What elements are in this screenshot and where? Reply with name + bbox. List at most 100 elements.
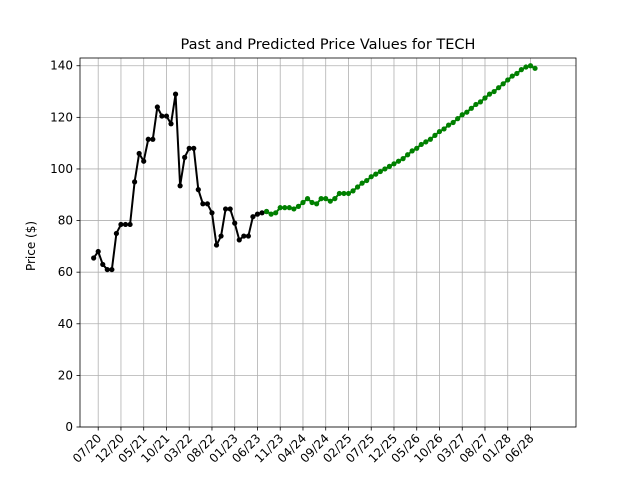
predicted-data-point — [373, 171, 379, 177]
past-data-point — [113, 230, 119, 237]
past-data-point — [186, 145, 192, 151]
predicted-data-point — [300, 199, 306, 206]
predicted-data-point — [486, 91, 493, 97]
predicted-data-point — [436, 128, 443, 135]
predicted-data-point — [309, 199, 315, 206]
predicted-data-point — [350, 188, 356, 194]
y-tick-label: 100 — [50, 162, 73, 176]
predicted-data-point — [391, 161, 397, 167]
predicted-data-point — [268, 211, 274, 217]
predicted-data-point — [291, 206, 297, 212]
past-data-point — [132, 179, 138, 185]
predicted-data-point — [405, 152, 411, 158]
predicted-data-point — [441, 126, 447, 132]
predicted-data-point — [464, 109, 470, 115]
past-data-point — [159, 113, 165, 119]
series-layer — [91, 63, 538, 273]
past-data-point — [118, 221, 124, 228]
predicted-data-point — [527, 63, 534, 69]
past-data-point — [154, 104, 160, 110]
predicted-data-point — [263, 208, 270, 215]
predicted-data-point — [314, 201, 320, 207]
past-data-point — [232, 220, 238, 226]
predicted-data-point — [286, 205, 292, 211]
predicted-data-point — [509, 73, 515, 79]
predicted-data-point — [418, 141, 424, 148]
predicted-data-point — [327, 198, 333, 204]
predicted-data-point — [377, 168, 383, 175]
predicted-data-point — [482, 95, 488, 101]
predicted-data-point — [382, 166, 388, 172]
past-data-point — [204, 201, 211, 207]
past-data-point — [104, 266, 110, 273]
past-data-point — [245, 233, 251, 239]
grid — [80, 58, 576, 428]
plot-frame — [79, 57, 577, 428]
predicted-data-point — [423, 139, 429, 145]
predicted-data-point — [304, 196, 311, 202]
predicted-data-point — [400, 156, 406, 162]
predicted-data-point — [450, 119, 456, 126]
predicted-data-point — [336, 190, 342, 197]
past-data-point — [182, 154, 188, 160]
predicted-data-point — [500, 81, 506, 87]
y-tick-label: 40 — [58, 317, 73, 331]
predicted-data-point — [386, 163, 393, 169]
chart-title: Past and Predicted Price Values for TECH — [181, 37, 476, 53]
y-tick-label: 0 — [65, 420, 73, 434]
past-data-point — [168, 121, 174, 127]
predicted-data-point — [368, 174, 374, 180]
past-data-point — [163, 113, 170, 119]
predicted-data-point — [354, 184, 361, 190]
predicted-data-point — [427, 136, 433, 142]
predicted-data-point — [341, 190, 347, 197]
past-data-point — [127, 221, 133, 228]
predicted-data-point — [518, 67, 524, 73]
past-data-point — [141, 158, 147, 164]
past-data-point — [241, 233, 247, 239]
y-tick-label: 60 — [58, 265, 73, 279]
past-data-point — [213, 242, 220, 248]
past-data-point — [254, 211, 261, 217]
past-data-point — [236, 237, 242, 243]
predicted-data-point — [273, 210, 279, 216]
past-data-point — [259, 210, 265, 216]
past-data-point — [195, 187, 201, 193]
y-tick-label: 20 — [58, 368, 73, 382]
predicted-data-point — [505, 77, 511, 83]
predicted-data-point — [459, 112, 465, 118]
y-tick-label: 80 — [58, 214, 73, 228]
past-data-point — [227, 206, 233, 212]
predicted-data-point — [445, 122, 452, 128]
predicted-data-point — [323, 196, 329, 202]
predicted-data-point — [491, 88, 497, 95]
predicted-data-point — [532, 65, 538, 71]
past-data-point — [250, 214, 256, 220]
predicted-data-point — [345, 190, 352, 197]
predicted-data-point — [282, 205, 288, 211]
predicted-data-point — [514, 70, 520, 77]
predicted-data-point — [364, 177, 370, 184]
predicted-data-point — [277, 205, 283, 211]
past-data-point — [136, 150, 142, 157]
predicted-data-point — [432, 132, 438, 139]
past-data-point — [191, 145, 197, 151]
past-data-point — [177, 183, 183, 189]
predicted-data-point — [473, 101, 479, 108]
predicted-data-point — [359, 180, 365, 186]
past-data-point — [122, 221, 129, 228]
past-data-point — [200, 201, 206, 207]
past-data-point — [100, 261, 106, 268]
predicted-data-point — [523, 64, 529, 70]
y-tick-label: 120 — [50, 110, 73, 124]
predicted-data-point — [468, 105, 474, 111]
predicted-data-point — [332, 196, 338, 202]
past-data-point — [223, 206, 229, 212]
past-data-point — [209, 210, 215, 216]
predicted-data-point — [395, 158, 402, 164]
predicted-data-point — [455, 116, 461, 122]
predicted-data-point — [295, 203, 302, 209]
past-data-point — [150, 136, 156, 142]
